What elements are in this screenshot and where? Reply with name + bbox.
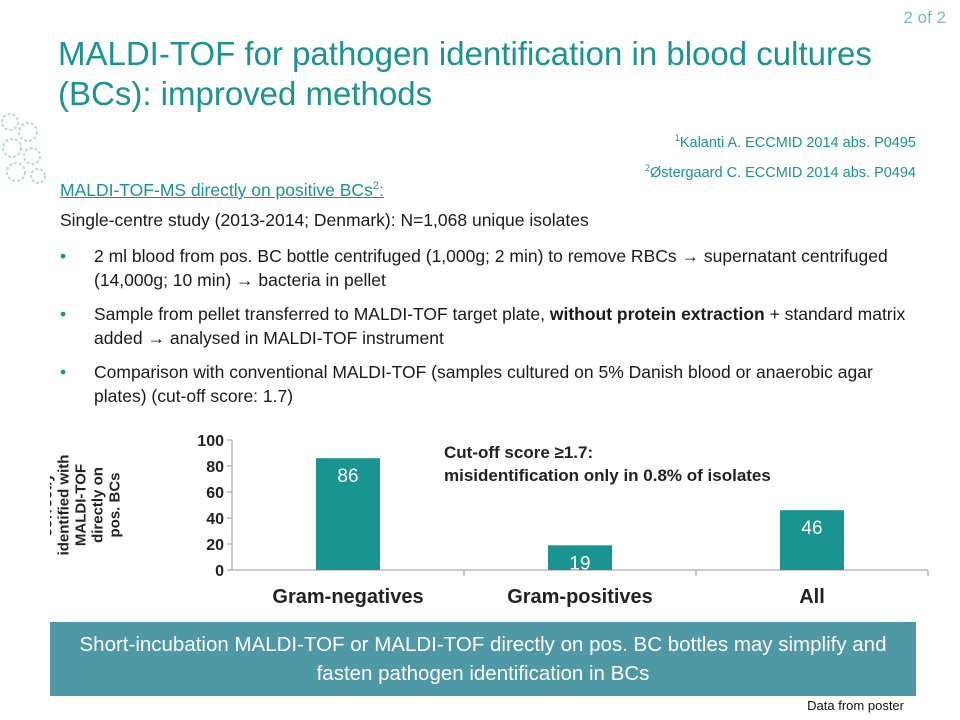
conclusion-box: Short-incubation MALDI-TOF or MALDI-TOF …	[50, 622, 916, 696]
y-axis-label: % of strainscorrectlyidentified withMALD…	[50, 455, 124, 556]
y-tick-label: 80	[206, 459, 224, 476]
y-tick-label: 20	[206, 537, 224, 554]
bar	[780, 510, 844, 570]
bullet-item: • Sample from pellet transferred to MALDI…	[60, 304, 906, 348]
y-tick-label: 0	[215, 563, 224, 580]
source-note: Data from poster	[807, 698, 904, 713]
data-label: 46	[801, 518, 822, 539]
data-label: 19	[569, 553, 590, 574]
data-label: 86	[337, 466, 358, 487]
chart-annotation: Cut-off score ≥1.7: misidentification onl…	[444, 443, 771, 485]
section-heading: MALDI-TOF-MS directly on positive BCs2:	[60, 180, 384, 200]
y-tick-label: 40	[206, 511, 224, 528]
x-tick-label: Gram-negatives	[272, 586, 423, 608]
bullet-item: • Comparison with conventional MALDI-TOF …	[60, 362, 873, 406]
bullet-item: • 2 ml blood from pos. BC bottle centrifu…	[60, 246, 888, 290]
x-tick-label: All	[799, 586, 825, 608]
bar	[316, 458, 380, 570]
x-tick-label: Gram-positives	[507, 586, 653, 608]
page-number: 2 of 2	[903, 8, 946, 27]
bar-chart: % of strainscorrectlyidentified withMALD…	[50, 433, 929, 608]
study-description: Single-centre study (2013-2014; Denmark)…	[60, 210, 589, 230]
reference-2: 2Østergaard C. ECCMID 2014 abs. P0494	[645, 162, 916, 181]
bar	[548, 545, 612, 570]
decorative-circles-icon	[1, 113, 46, 184]
y-tick-label: 60	[206, 485, 224, 502]
reference-1: 1Kalanti A. ECCMID 2014 abs. P0495	[674, 133, 916, 151]
bullet-list: • 2 ml blood from pos. BC bottle centrifu…	[60, 244, 920, 418]
references: 1Kalanti A. ECCMID 2014 abs. P0495 2Øste…	[645, 126, 916, 186]
slide-title: MALDI-TOF for pathogen identification in…	[58, 35, 872, 112]
y-tick-label: 100	[197, 433, 224, 450]
